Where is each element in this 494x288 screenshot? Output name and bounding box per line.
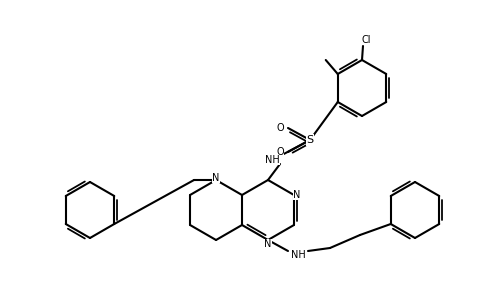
Text: N: N: [212, 173, 220, 183]
Text: S: S: [306, 135, 314, 145]
Text: N: N: [264, 239, 272, 249]
Text: O: O: [276, 147, 284, 157]
Text: NH: NH: [290, 250, 305, 260]
Text: Cl: Cl: [361, 35, 371, 45]
Text: O: O: [276, 123, 284, 133]
Text: N: N: [293, 190, 301, 200]
Text: NH: NH: [265, 155, 280, 165]
